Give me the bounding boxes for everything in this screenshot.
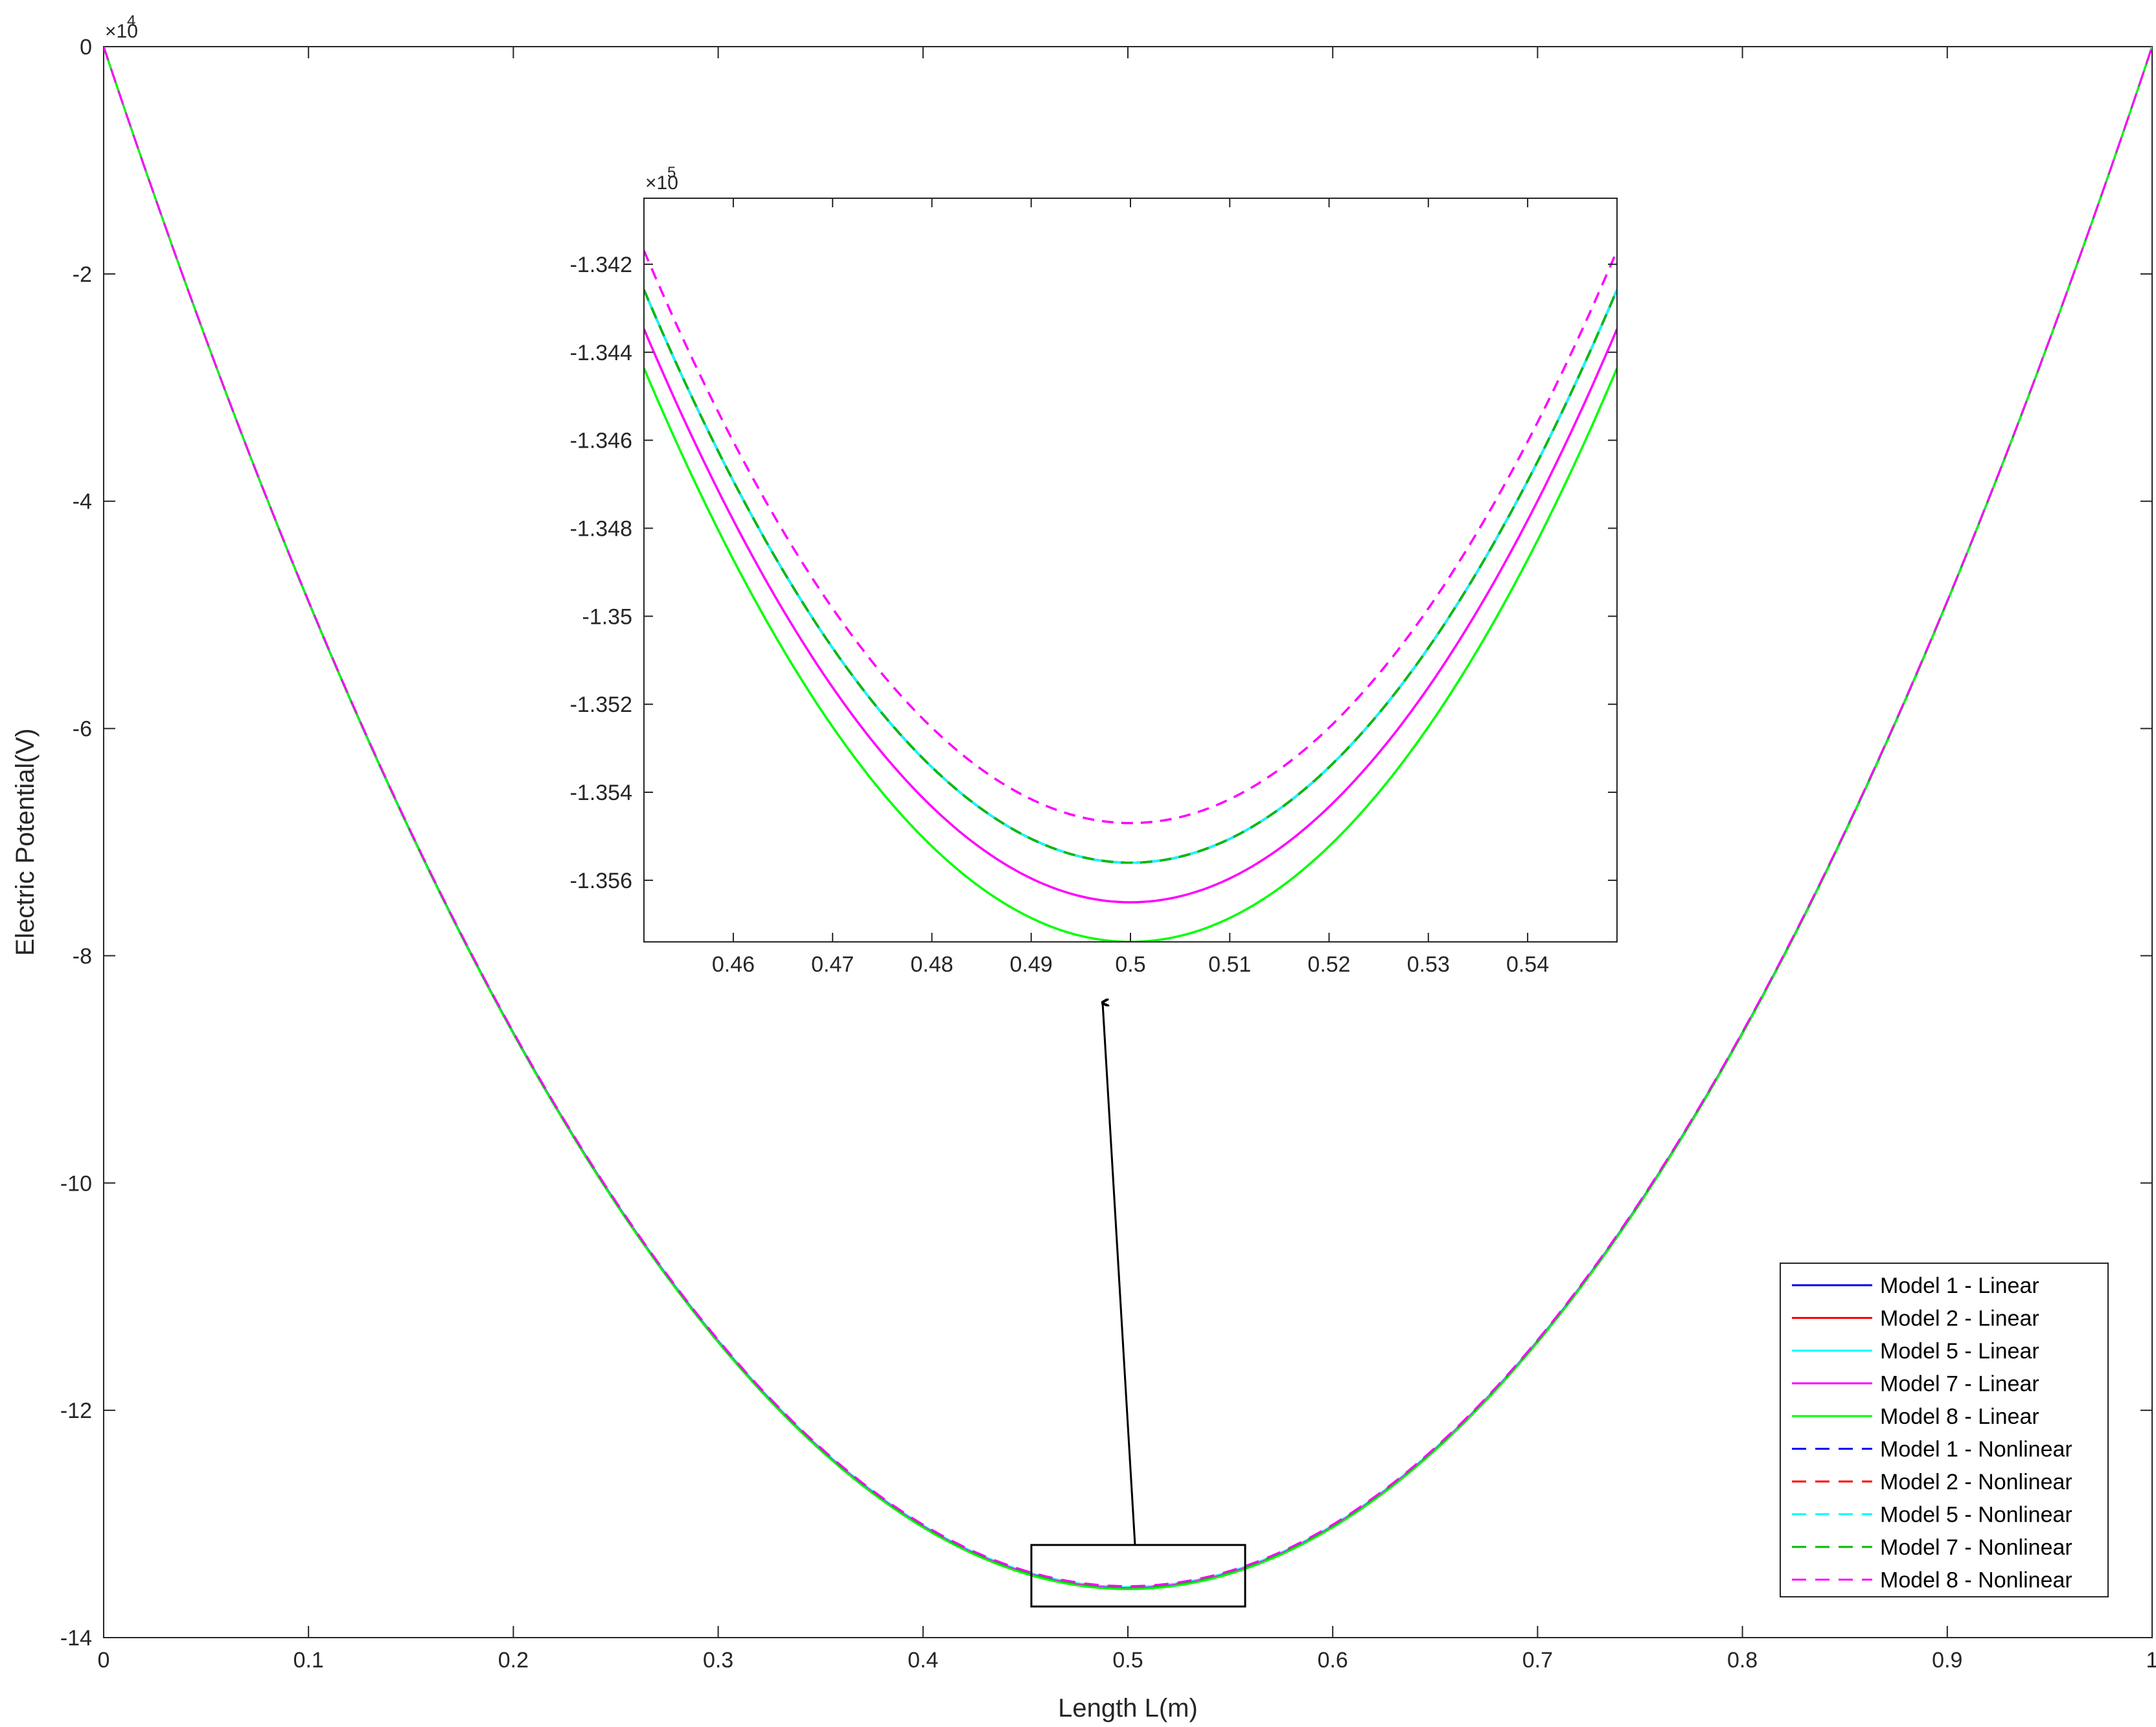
main-y-tick-label: -8: [73, 944, 92, 968]
main-x-tick-label: 0.6: [1318, 1648, 1348, 1673]
inset-y-tick-label: -1.348: [570, 516, 632, 541]
main-x-tick-label: 0.9: [1932, 1648, 1962, 1673]
main-y-tick-label: -6: [73, 717, 92, 742]
main-x-tick-label: 0.5: [1112, 1648, 1143, 1673]
main-series-line: [104, 47, 2152, 1588]
legend-entry-label: Model 5 - Linear: [1880, 1339, 2039, 1364]
main-x-tick-label: 0.2: [498, 1648, 529, 1673]
main-y-exponent-power: 4: [127, 12, 135, 30]
main-x-tick-label: 0.4: [908, 1648, 938, 1673]
main-x-ticks: 0 0.1 0.2 0.3 0.4 0.5 0.6 0.7 0.8 0.9 1: [98, 47, 2156, 1673]
inset-y-tick-label: -1.352: [570, 692, 632, 717]
inset-x-tick-label: 0.52: [1307, 952, 1350, 977]
inset-y-tick-label: -1.356: [570, 869, 632, 893]
main-x-tick-label: 0.8: [1727, 1648, 1758, 1673]
y-axis-label: Electric Potential(V): [11, 728, 40, 955]
inset-plot-frame: [643, 198, 1618, 943]
inset-y-tick-label: -1.342: [570, 253, 632, 277]
inset-x-ticks: 0.46 0.47 0.48 0.49 0.5 0.51 0.52 0.53 0.54: [712, 198, 1549, 977]
main-y-tick-label: -2: [73, 262, 92, 287]
inset-series-line: [644, 328, 1617, 904]
inset-x-tick-label: 0.5: [1115, 952, 1145, 977]
legend-entry-label: Model 5 - Nonlinear: [1880, 1503, 2072, 1527]
inset-x-tick-label: 0.53: [1407, 952, 1450, 977]
inset-x-tick-label: 0.47: [811, 952, 854, 977]
inset-y-tick-label: -1.344: [570, 341, 632, 365]
main-y-tick-label: -10: [60, 1171, 92, 1196]
inset-y-tick-label: -1.35: [582, 604, 633, 629]
zoom-box: [1030, 1544, 1246, 1608]
main-x-tick-label: 0.7: [1522, 1648, 1553, 1673]
inset-axes: 0.46 0.47 0.48 0.49 0.5 0.51 0.52 0.53 0.54 -1.3…: [570, 164, 1618, 977]
main-x-tick-label: 0.3: [703, 1648, 733, 1673]
inset-x-tick-label: 0.54: [1506, 952, 1549, 977]
legend-entry-label: Model 1 - Linear: [1880, 1274, 2039, 1298]
legend: Model 1 - Linear Model 2 - Linear Model 5 …: [1780, 1263, 2109, 1597]
x-axis-label: Length L(m): [1058, 1694, 1198, 1722]
legend-entry-label: Model 7 - Linear: [1880, 1372, 2039, 1397]
inset-y-tick-label: -1.346: [570, 429, 632, 453]
main-y-tick-label: 0: [80, 35, 92, 60]
main-x-tick-label: 1: [2146, 1648, 2156, 1673]
legend-entry-label: Model 2 - Linear: [1880, 1307, 2039, 1331]
inset-series-line: [644, 250, 1617, 825]
inset-y-tick-label: -1.354: [570, 781, 632, 805]
inset-x-tick-label: 0.46: [712, 952, 755, 977]
main-y-tick-label: -12: [60, 1399, 92, 1423]
inset-series-line: [644, 289, 1617, 864]
zoom-arrow: [1103, 1003, 1136, 1546]
main-y-exponent-base: ×10: [105, 21, 138, 42]
main-y-tick-label: -14: [60, 1626, 92, 1651]
inset-y-exponent-power: 5: [667, 164, 676, 181]
main-y-ticks: 0 -2 -4 -6 -8 -10 -12 -14: [60, 35, 2152, 1651]
main-x-tick-label: 0: [98, 1648, 110, 1673]
main-y-tick-label: -4: [73, 490, 92, 514]
inset-series-line: [644, 367, 1617, 942]
inset-y-ticks: -1.342 -1.344 -1.346 -1.348 -1.35 -1.352 -1.35…: [570, 253, 1617, 893]
inset-y-exponent-base: ×10: [645, 172, 678, 194]
main-x-tick-label: 0.1: [293, 1648, 324, 1673]
main-series-group: [104, 47, 2152, 1590]
inset-x-tick-label: 0.51: [1208, 952, 1251, 977]
inset-series-group: [644, 250, 1617, 942]
inset-x-tick-label: 0.48: [910, 952, 953, 977]
legend-entry-label: Model 2 - Nonlinear: [1880, 1470, 2072, 1494]
legend-entry-label: Model 1 - Nonlinear: [1880, 1437, 2072, 1462]
legend-entry-label: Model 8 - Nonlinear: [1880, 1568, 2072, 1593]
inset-x-tick-label: 0.49: [1010, 952, 1053, 977]
legend-entry-label: Model 8 - Linear: [1880, 1404, 2039, 1429]
legend-entry-label: Model 7 - Nonlinear: [1880, 1535, 2072, 1560]
